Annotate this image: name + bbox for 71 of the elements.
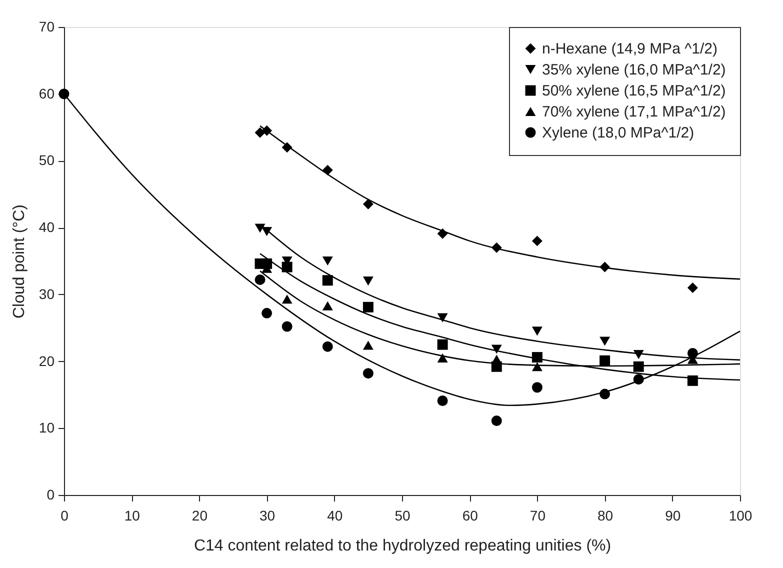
y-tick-label: 0 — [46, 486, 55, 502]
point — [633, 374, 644, 385]
point — [437, 353, 448, 362]
point — [262, 308, 272, 318]
legend-label: n-Hexane (14,9 MPa ^1/2) — [542, 40, 718, 58]
point — [362, 276, 374, 286]
point — [322, 256, 333, 266]
point — [532, 362, 542, 372]
point — [437, 313, 448, 322]
legend-label: 35% xylene (16,0 MPa^1/2) — [542, 62, 726, 78]
x-tick-label: 90 — [665, 508, 681, 524]
point — [254, 224, 266, 233]
x-tick-label: 30 — [260, 508, 276, 524]
point — [322, 341, 333, 352]
y-axis-title: Cloud point (°C) — [10, 204, 28, 318]
point — [262, 125, 272, 136]
point — [362, 340, 374, 350]
point — [262, 227, 272, 236]
point — [532, 352, 542, 363]
point — [322, 275, 333, 286]
x-tick-label: 10 — [124, 508, 140, 524]
x-tick-label: 60 — [462, 508, 478, 524]
point — [600, 388, 610, 400]
point — [687, 348, 698, 358]
y-tick-label: 60 — [38, 85, 55, 102]
point — [491, 354, 502, 364]
point — [322, 301, 333, 310]
x-tick-label: 70 — [530, 508, 546, 524]
point — [282, 294, 292, 304]
point — [254, 274, 266, 285]
point — [282, 321, 292, 332]
x-axis-title: C14 content related to the hydrolyzed repeating unities (%) — [194, 538, 612, 554]
point — [532, 326, 542, 336]
point — [491, 242, 502, 253]
point — [282, 262, 292, 272]
point — [437, 228, 448, 239]
x-tick-label: 100 — [728, 508, 752, 524]
point — [633, 350, 644, 360]
point — [532, 382, 542, 393]
legend-label: Xylene (18,0 MPa^1/2) — [542, 124, 694, 142]
point — [600, 262, 610, 272]
point — [532, 236, 542, 246]
point — [687, 282, 698, 293]
point — [491, 416, 502, 426]
point — [687, 375, 698, 386]
y-tick-label: 70 — [38, 18, 55, 34]
point — [362, 198, 374, 210]
y-tick-label: 50 — [38, 152, 55, 168]
x-tick-label: 40 — [327, 508, 343, 524]
y-tick-label: 20 — [38, 352, 55, 369]
point — [362, 368, 374, 379]
legend-label: 70% xylene (17,1 MPa^1/2) — [542, 104, 726, 120]
point — [437, 396, 448, 406]
y-tick-label: 40 — [38, 219, 55, 236]
point — [600, 336, 610, 346]
line-series — [259, 125, 741, 280]
y-tick-label: 10 — [38, 420, 55, 436]
point — [362, 302, 374, 312]
point — [600, 355, 610, 366]
point — [633, 361, 644, 372]
point — [282, 142, 292, 153]
point — [58, 88, 70, 100]
x-tick-label: 50 — [394, 508, 410, 524]
point — [491, 344, 502, 354]
y-tick-label: 30 — [38, 286, 55, 302]
point — [322, 164, 333, 176]
x-tick-label: 80 — [598, 508, 614, 524]
point — [437, 339, 448, 350]
x-tick-label: 0 — [60, 508, 69, 524]
x-tick-label: 20 — [192, 508, 208, 524]
legend-label: 50% xylene (16,5 MPa^1/2) — [542, 82, 726, 100]
